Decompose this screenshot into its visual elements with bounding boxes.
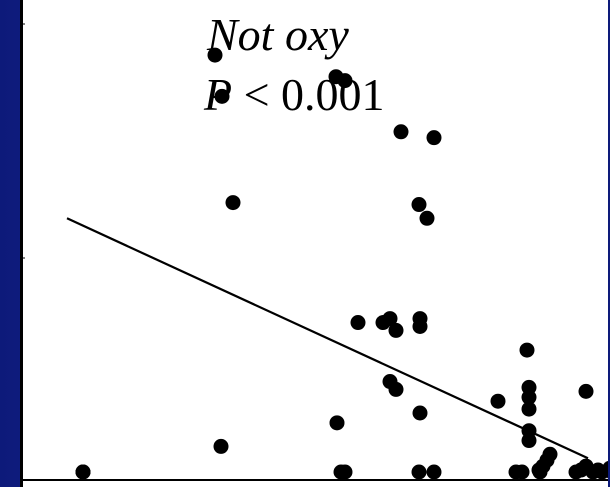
data-point [388, 381, 404, 397]
data-point [532, 464, 548, 480]
data-point [578, 383, 594, 399]
plot-panel: Not oxy P < 0.001 [20, 0, 608, 487]
data-point [75, 464, 91, 480]
data-point [521, 433, 537, 449]
data-point [382, 311, 398, 327]
data-point [426, 130, 442, 146]
data-point [521, 389, 537, 405]
data-point [514, 464, 530, 480]
scatter-plot: Not oxy P < 0.001 [20, 0, 608, 487]
data-point [213, 438, 229, 454]
data-point [393, 124, 409, 140]
data-point [388, 322, 404, 338]
data-point [490, 393, 506, 409]
data-point [225, 195, 241, 211]
p-value-label: P < 0.001 [203, 69, 385, 120]
data-point [419, 210, 435, 226]
data-point [426, 464, 442, 480]
regression-line [66, 217, 589, 460]
data-point [214, 88, 230, 104]
group-label: Not oxy [206, 9, 349, 60]
points-layer [75, 47, 608, 480]
data-point [542, 446, 558, 462]
data-point [412, 405, 428, 421]
data-point [412, 318, 428, 334]
p-value-text: < 0.001 [232, 69, 384, 120]
data-point [521, 401, 537, 417]
data-point [350, 315, 366, 331]
data-point [337, 464, 353, 480]
p-value-symbol: P [203, 69, 232, 120]
data-point [207, 47, 223, 63]
data-point [519, 342, 535, 358]
data-point [337, 73, 353, 89]
data-point [329, 415, 345, 431]
data-point [604, 465, 608, 479]
data-point [411, 197, 427, 213]
data-point [411, 464, 427, 480]
